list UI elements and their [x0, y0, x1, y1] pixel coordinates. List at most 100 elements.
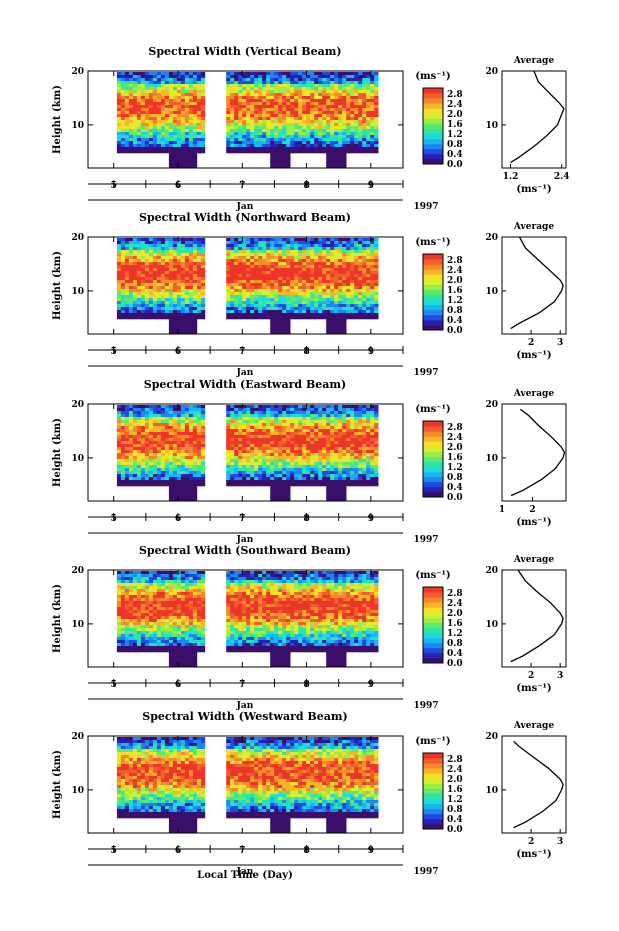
heatmap-cell	[258, 283, 263, 287]
heatmap-cell	[238, 111, 243, 115]
heatmap-cell	[172, 492, 178, 496]
heatmap-cell	[164, 271, 170, 275]
heatmap-cell	[226, 99, 231, 103]
heatmap-cell	[282, 465, 287, 469]
heatmap-cell	[350, 262, 355, 266]
heatmap-cell	[164, 117, 170, 121]
heatmap-cell	[342, 241, 347, 245]
heatmap-cell	[274, 81, 279, 85]
heatmap-cell	[168, 114, 174, 118]
heatmap-cell	[258, 93, 263, 97]
heatmap-cell	[160, 138, 166, 142]
heatmap-cell	[148, 256, 154, 260]
heatmap-cell	[140, 147, 146, 151]
heatmap-cell	[226, 135, 231, 139]
heatmap-cell	[136, 456, 142, 460]
heatmap-cell	[160, 96, 166, 100]
heatmap-cell	[192, 259, 198, 263]
heatmap-cell	[294, 417, 299, 421]
heatmap-cell	[234, 480, 239, 484]
heatmap-cell	[346, 102, 351, 106]
heatmap-cell	[286, 310, 291, 314]
heatmap-cell	[246, 81, 251, 85]
heatmap-cell	[200, 441, 206, 445]
heatmap-cell	[140, 271, 146, 275]
heatmap-cell	[306, 298, 311, 302]
heatmap-cell	[128, 268, 134, 272]
heatmap-cell	[314, 90, 319, 94]
heatmap-cell	[226, 465, 231, 469]
heatmap-cell	[238, 417, 243, 421]
heatmap-cell	[184, 156, 190, 160]
profile-y-tick-label: 20	[485, 233, 498, 243]
heatmap-cell	[370, 108, 375, 112]
heatmap-cell	[362, 283, 367, 287]
heatmap-cell	[262, 280, 267, 284]
heatmap-cell	[370, 253, 375, 257]
heatmap-cell	[246, 471, 251, 475]
heatmap-cell	[254, 316, 259, 320]
heatmap-cell	[226, 75, 231, 79]
heatmap-cell	[366, 283, 371, 287]
heatmap-cell	[278, 325, 283, 329]
heatmap-cell	[116, 262, 122, 266]
heatmap-cell	[274, 75, 279, 79]
heatmap-cell	[168, 256, 174, 260]
heatmap-cell	[342, 283, 347, 287]
heatmap-cell	[350, 277, 355, 281]
heatmap-cell	[242, 465, 247, 469]
heatmap-cell	[164, 465, 170, 469]
heatmap-cell	[278, 465, 283, 469]
heatmap-cell	[254, 241, 259, 245]
heatmap-cell	[188, 78, 194, 82]
heatmap-cell	[124, 292, 130, 296]
heatmap-cell	[350, 289, 355, 293]
heatmap-cell	[172, 426, 178, 430]
heatmap-cell	[234, 280, 239, 284]
heatmap-cell	[120, 108, 126, 112]
heatmap-cell	[326, 259, 331, 263]
heatmap-cell	[160, 307, 166, 311]
heatmap-cell	[200, 105, 206, 109]
heatmap-cell	[246, 292, 251, 296]
heatmap-cell	[298, 117, 303, 121]
heatmap-cell	[168, 241, 174, 245]
heatmap-cell	[238, 138, 243, 142]
heatmap-cell	[156, 277, 162, 281]
heatmap-cell	[298, 414, 303, 418]
heatmap-cell	[168, 328, 174, 332]
heatmap-cell	[330, 147, 335, 151]
heatmap-cell	[246, 144, 251, 148]
heatmap-cell	[246, 75, 251, 79]
heatmap-cell	[298, 238, 303, 242]
heatmap-cell	[290, 90, 295, 94]
heatmap-cell	[144, 405, 150, 409]
heatmap-cell	[250, 72, 255, 76]
heatmap-cell	[128, 126, 134, 130]
heatmap-cell	[148, 480, 154, 484]
heatmap-cell	[196, 96, 202, 100]
heatmap-cell	[314, 468, 319, 472]
heatmap-cell	[184, 111, 190, 115]
heatmap-cell	[120, 247, 126, 251]
heatmap-cell	[196, 117, 202, 121]
heatmap-cell	[136, 432, 142, 436]
heatmap-cell	[290, 417, 295, 421]
heatmap-cell	[278, 331, 283, 335]
heatmap-cell	[128, 102, 134, 106]
heatmap-cell	[128, 480, 134, 484]
heatmap-cell	[366, 259, 371, 263]
heatmap-cell	[184, 244, 190, 248]
heatmap-cell	[254, 265, 259, 269]
heatmap-cell	[250, 262, 255, 266]
heatmap-cell	[176, 486, 182, 490]
heatmap-cell	[298, 447, 303, 451]
heatmap-cell	[230, 438, 235, 442]
heatmap-cell	[250, 417, 255, 421]
heatmap-cell	[306, 459, 311, 463]
heatmap-cell	[326, 477, 331, 481]
heatmap-cell	[274, 165, 279, 169]
heatmap-cell	[188, 162, 194, 166]
heatmap-cell	[370, 81, 375, 85]
heatmap-cell	[192, 328, 198, 332]
